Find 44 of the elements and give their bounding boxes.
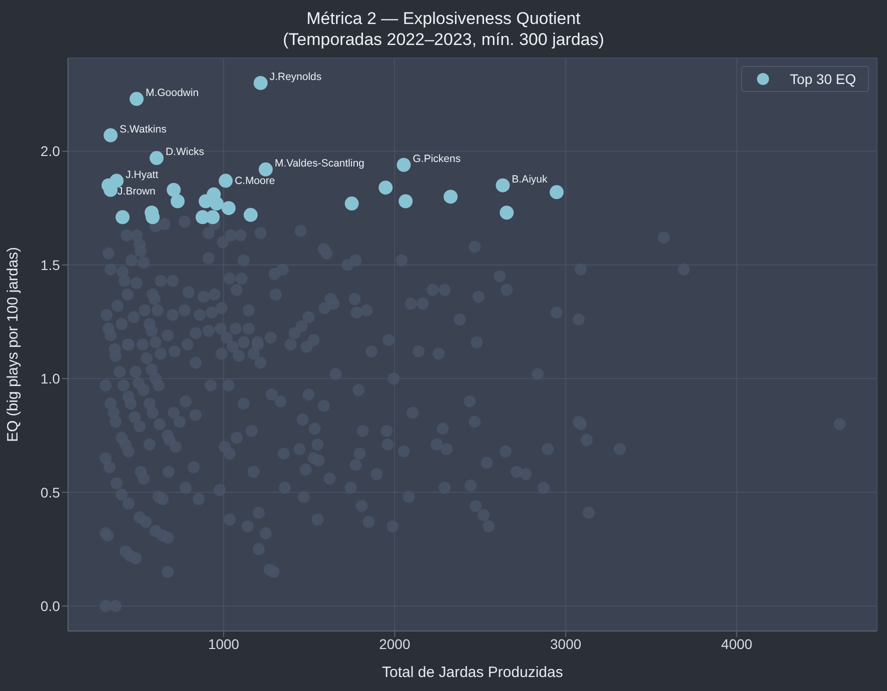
point — [444, 190, 458, 204]
x-axis-title: Total de Jardas Produzidas — [382, 664, 563, 681]
point — [398, 194, 413, 208]
y-tick-label: 0.0 — [40, 598, 60, 614]
point — [344, 196, 359, 211]
annotation: M.Valdes-Scantling — [274, 157, 365, 170]
point — [244, 208, 258, 222]
point — [170, 194, 185, 208]
point — [116, 210, 130, 224]
y-tick-label: 1.0 — [40, 370, 60, 387]
x-tick-label: 2000 — [379, 636, 410, 652]
y-axis-title: EQ (big plays por 100 jardas) — [4, 246, 22, 442]
annotation: J.Brown — [118, 185, 156, 198]
point — [218, 174, 233, 188]
annotation: D.Wicks — [166, 146, 204, 158]
point — [396, 158, 411, 172]
point — [150, 151, 164, 166]
point — [166, 182, 181, 197]
x-tick-label: 3000 — [550, 636, 582, 652]
point — [104, 128, 118, 142]
point — [206, 210, 220, 224]
x-tick-label: 1000 — [208, 636, 240, 652]
point — [496, 178, 510, 192]
annotation: C.Moore — [234, 174, 276, 187]
y-tick-label: 1.5 — [40, 256, 60, 273]
chart-title: Métrica 2 — Explosiveness Quotient (Temporadas 2022–2023, mín. 300 jardas) — [282, 8, 606, 50]
point — [500, 206, 514, 220]
point — [130, 92, 144, 106]
annotation: J.Reynolds — [270, 71, 322, 84]
point — [222, 201, 236, 216]
point — [210, 196, 224, 211]
annotation: M.Goodwin — [146, 86, 199, 99]
annotation: S.Watkins — [120, 123, 166, 136]
annotation: J.Hyatt — [126, 168, 158, 181]
point — [378, 180, 393, 195]
point — [550, 185, 564, 200]
point — [258, 162, 273, 176]
legend-label: Top 30 EQ — [790, 71, 856, 87]
y-tick-label: 2.0 — [40, 143, 60, 160]
y-tick-label: 0.5 — [40, 484, 60, 500]
annotation: G.Pickens — [412, 152, 461, 165]
x-tick-label: 4000 — [721, 636, 753, 652]
annotation: B.Aiyuk — [512, 173, 548, 186]
point — [254, 76, 268, 90]
